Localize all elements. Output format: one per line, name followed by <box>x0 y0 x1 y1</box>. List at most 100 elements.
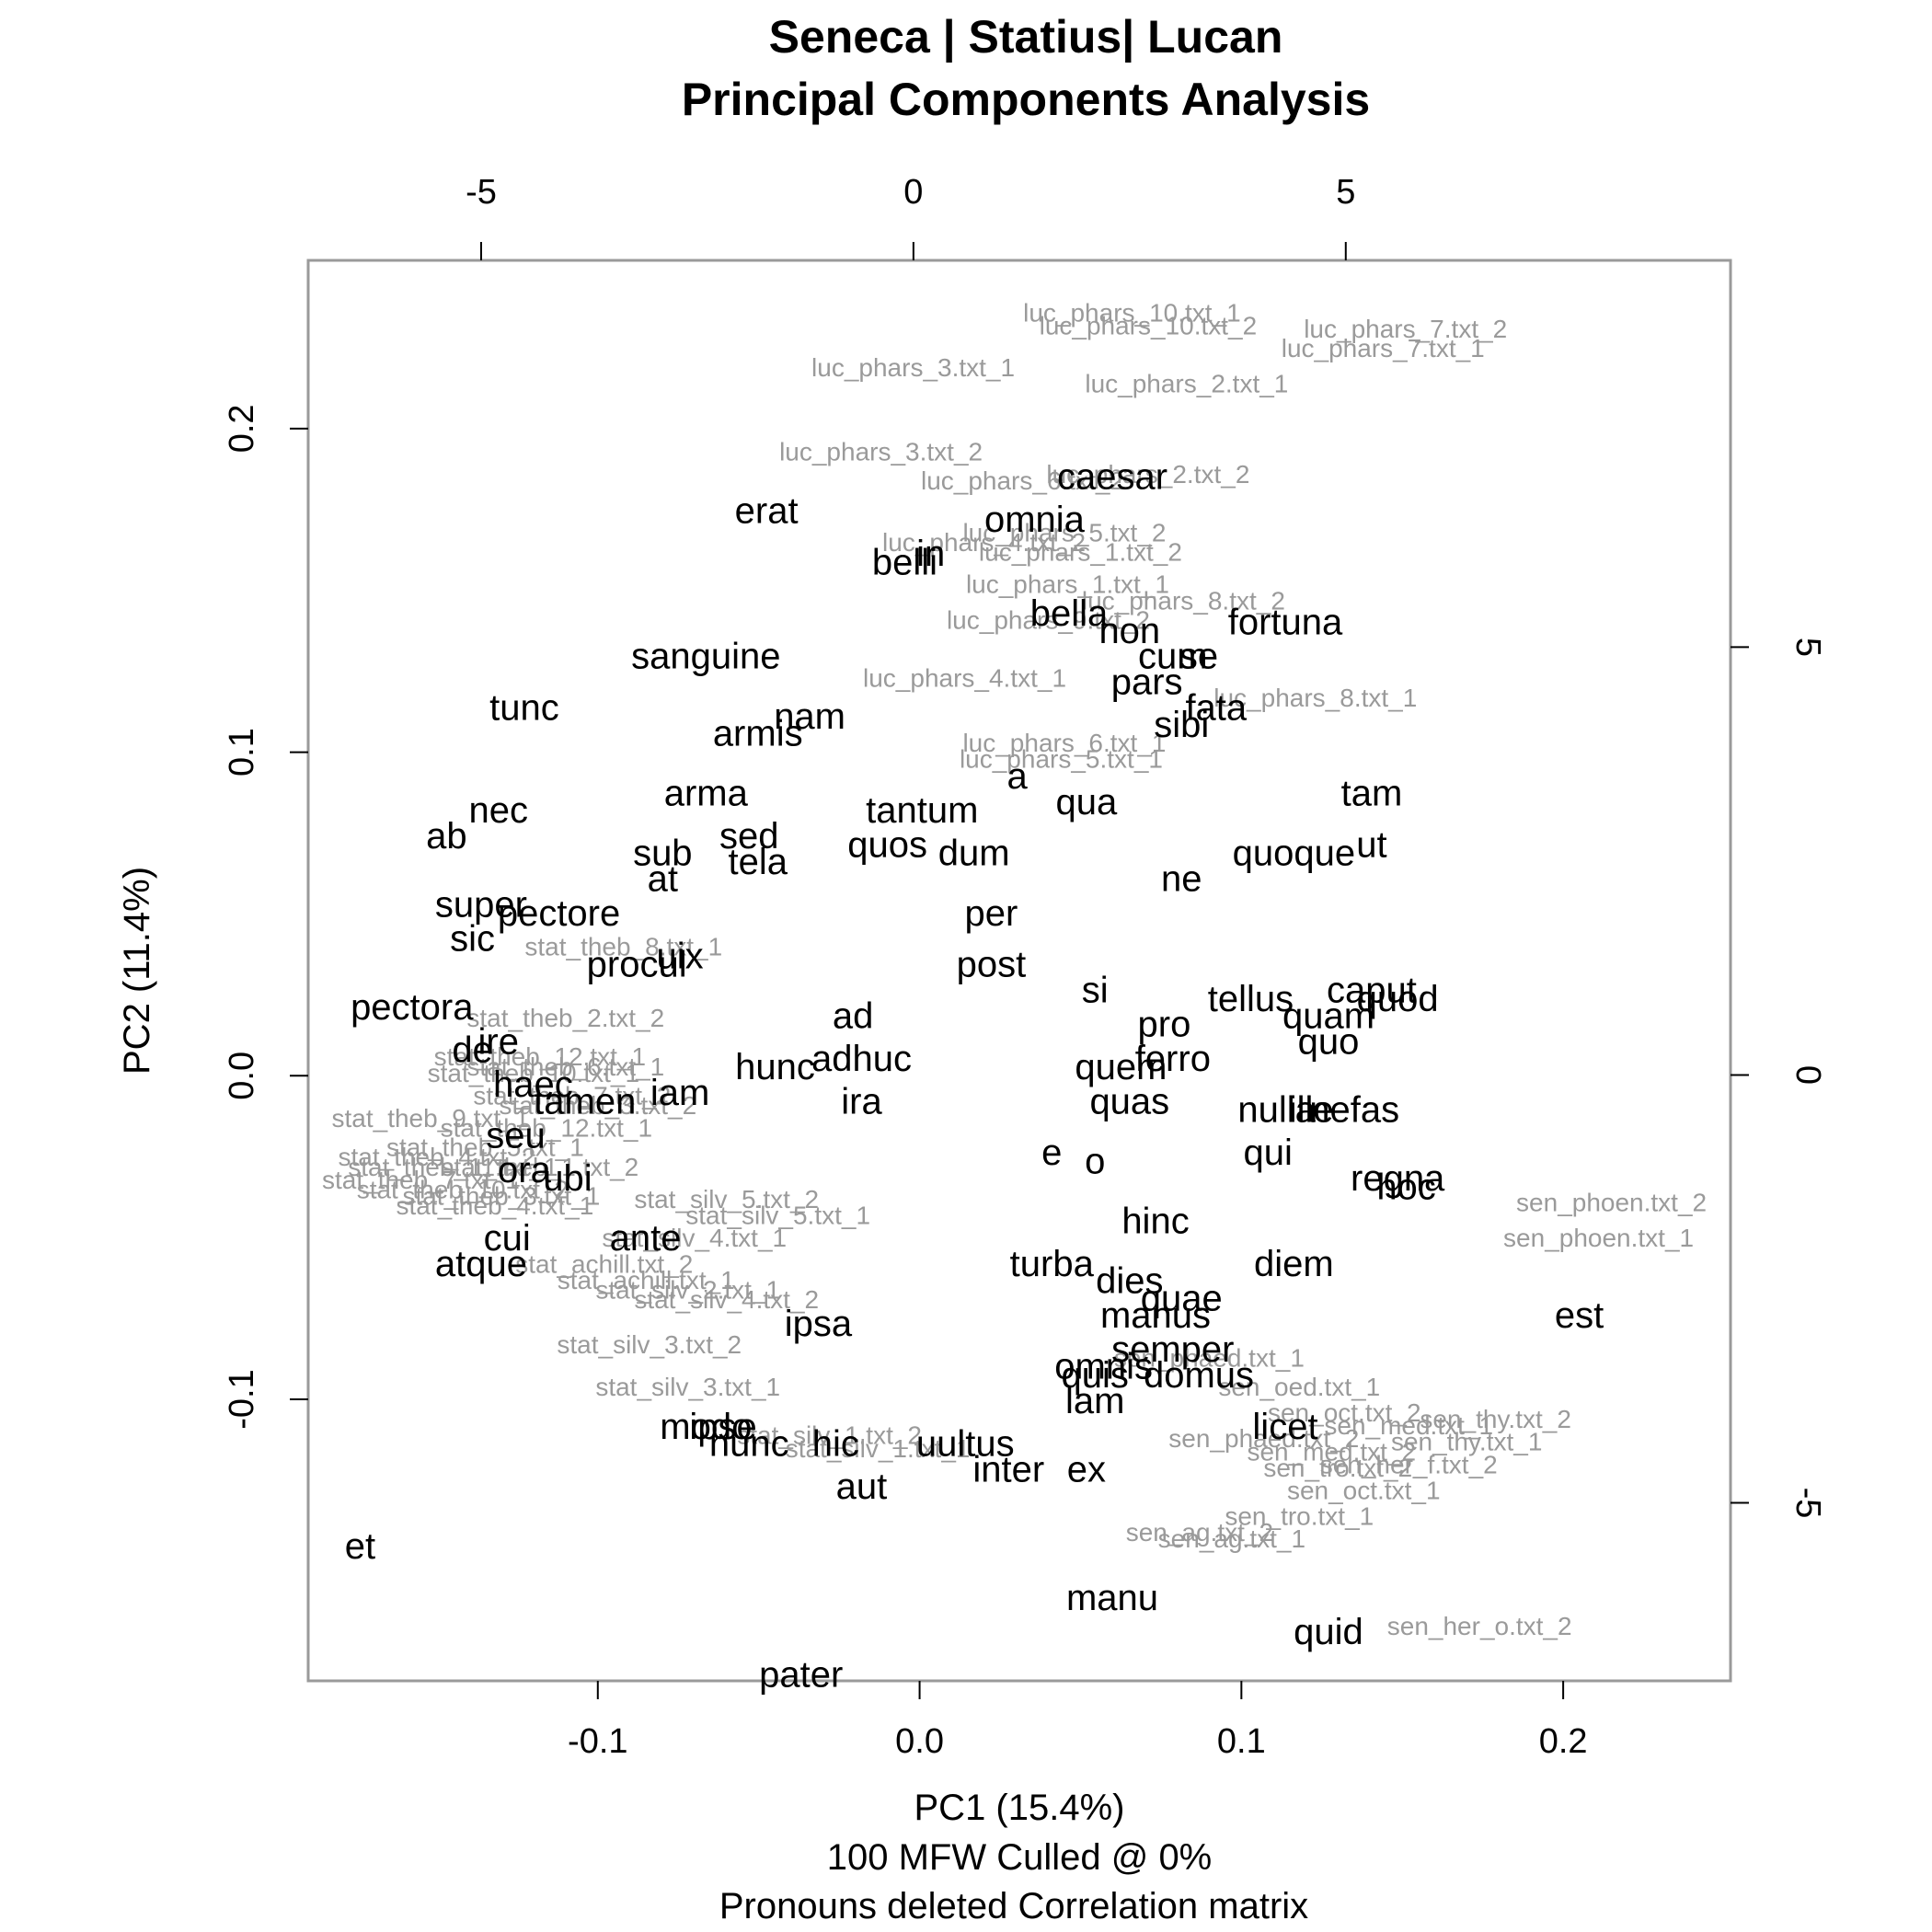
x-axis-label: PC1 (15.4%) <box>914 1788 1125 1828</box>
text-point: stat_theb_12.txt_1 <box>441 1114 652 1143</box>
text-point: luc_phars_3.txt_2 <box>779 438 983 466</box>
text-point: stat_theb_3.txt_1 <box>402 1181 600 1210</box>
word-point: ipse <box>689 1407 756 1447</box>
word-point: quo <box>1298 1021 1360 1062</box>
word-point: adhuc <box>811 1039 912 1079</box>
word-point: dies <box>1096 1261 1163 1302</box>
x-tick-label: 0.2 <box>1539 1722 1588 1761</box>
word-point: diem <box>1254 1244 1334 1284</box>
word-point: quid <box>1294 1612 1363 1652</box>
y-tick-label: 0.1 <box>223 728 261 776</box>
text-point: luc_phars_6.txt_1 <box>962 729 1166 757</box>
word-point: cui <box>484 1218 531 1259</box>
word-point: ubi <box>543 1158 592 1199</box>
word-point: pectore <box>498 893 620 934</box>
word-point: a <box>1007 756 1029 797</box>
word-point: ex <box>1067 1449 1106 1489</box>
word-point: omnis <box>1054 1347 1153 1387</box>
right-tick-label: 5 <box>1788 638 1827 657</box>
text-point: luc_phars_3.txt_1 <box>811 353 1015 382</box>
word-point: ad <box>833 995 874 1036</box>
text-point: luc_phars_9.txt_2 <box>947 605 1150 634</box>
word-point: e <box>1041 1133 1062 1173</box>
word-point: post <box>957 945 1027 985</box>
text-point: stat_theb_10.txt_2 <box>357 1175 569 1203</box>
word-point: per <box>965 893 1018 934</box>
word-point: dum <box>938 834 1010 874</box>
text-point: stat_silv_5.txt_2 <box>634 1185 819 1213</box>
y-tick-label: 0.0 <box>223 1052 261 1100</box>
y-tick-label: -0.1 <box>223 1369 261 1429</box>
text-point: sen_phaed.txt_1 <box>1114 1343 1305 1372</box>
word-point: non <box>1098 611 1160 651</box>
chart-title-line-2: Principal Components Analysis <box>682 74 1370 125</box>
right-tick-label: -5 <box>1788 1488 1827 1519</box>
y-axis-label: PC2 (11.4%) <box>117 867 157 1075</box>
text-point: stat_silv_1.txt_2 <box>737 1421 922 1450</box>
text-point: stat_theb_4.txt_1 <box>396 1191 593 1220</box>
word-point: licet <box>1252 1407 1317 1447</box>
word-point: fortuna <box>1228 603 1343 643</box>
word-point: pars <box>1111 662 1183 703</box>
word-point: ire <box>478 1021 519 1062</box>
word-point: ferro <box>1135 1039 1211 1079</box>
text-point: luc_phars_2.txt_2 <box>1046 460 1249 489</box>
text-point: luc_phars_7.txt_1 <box>1282 334 1485 362</box>
x-tick-label: 0.0 <box>895 1722 944 1761</box>
word-point: seu <box>486 1116 546 1156</box>
word-point: qua <box>1055 782 1117 822</box>
word-point: quos <box>847 824 927 865</box>
word-point: haec <box>493 1064 573 1105</box>
text-point: stat_theb_5.txt_1 <box>386 1133 584 1162</box>
word-point: sic <box>450 919 495 960</box>
word-point: erat <box>735 491 799 532</box>
word-point: nulla <box>1237 1090 1316 1131</box>
word-point: ne <box>1161 859 1202 900</box>
subtitle-line-1: 100 MFW Culled @ 0% <box>827 1837 1213 1878</box>
text-point: stat_theb_7.txt_1 <box>322 1166 520 1194</box>
text-point: stat_theb_4.txt_2 <box>338 1143 535 1171</box>
x-tick-label: 0.1 <box>1217 1722 1266 1761</box>
word-point: modo <box>660 1407 752 1447</box>
text-point: stat_theb_1.txt_2 <box>441 1153 638 1181</box>
text-point: stat_silv_5.txt_1 <box>685 1202 870 1230</box>
word-point: manus <box>1100 1295 1211 1336</box>
text-point: sen_ag.txt_2 <box>1126 1518 1273 1547</box>
word-point: quod <box>1357 979 1439 1019</box>
text-point: sen_thy.txt_2 <box>1420 1405 1570 1433</box>
word-point: si <box>1082 970 1109 1010</box>
text-point: stat_theb_3.txt_2 <box>499 1091 696 1120</box>
text-point: luc_phars_1.txt_2 <box>979 538 1182 567</box>
text-point: luc_phars_4.txt_1 <box>863 664 1066 693</box>
word-point: de <box>452 1030 493 1071</box>
word-point: uix <box>657 936 704 976</box>
word-point: sed <box>719 816 779 857</box>
text-point: stat_theb_7.txt_2 <box>473 1081 671 1110</box>
text-point: sen_thy.txt_1 <box>1391 1428 1542 1456</box>
word-point: aut <box>836 1466 888 1507</box>
word-point: omnia <box>984 500 1086 540</box>
word-point: o <box>1085 1141 1105 1181</box>
word-point: tam <box>1341 774 1403 814</box>
word-point: hic <box>812 1423 859 1464</box>
text-point: sen_her_o.txt_2 <box>1387 1612 1572 1640</box>
word-point: tellus <box>1208 979 1294 1019</box>
text-point: luc_phars_4.txt_2 <box>882 528 1086 557</box>
text-point: luc_phars_5.txt_1 <box>960 745 1163 774</box>
word-point: tamen <box>534 1081 636 1121</box>
text-point: luc_phars_2.txt_1 <box>1085 370 1288 398</box>
top-tick-label: 5 <box>1336 173 1355 212</box>
word-point: qui <box>1244 1133 1293 1173</box>
word-point: ab <box>426 816 467 857</box>
word-point: nunc <box>709 1423 789 1464</box>
word-point: tela <box>728 842 788 882</box>
plot-frame <box>306 259 1732 1683</box>
text-point: sen_tro.txt_1 <box>1225 1502 1374 1531</box>
word-point: nefas <box>1309 1090 1399 1131</box>
word-point: regna <box>1351 1158 1445 1199</box>
word-point: quas <box>1089 1081 1169 1121</box>
text-point: stat_theb_6.txt_1 <box>466 1052 664 1081</box>
y-tick-label: 0.2 <box>223 404 261 453</box>
